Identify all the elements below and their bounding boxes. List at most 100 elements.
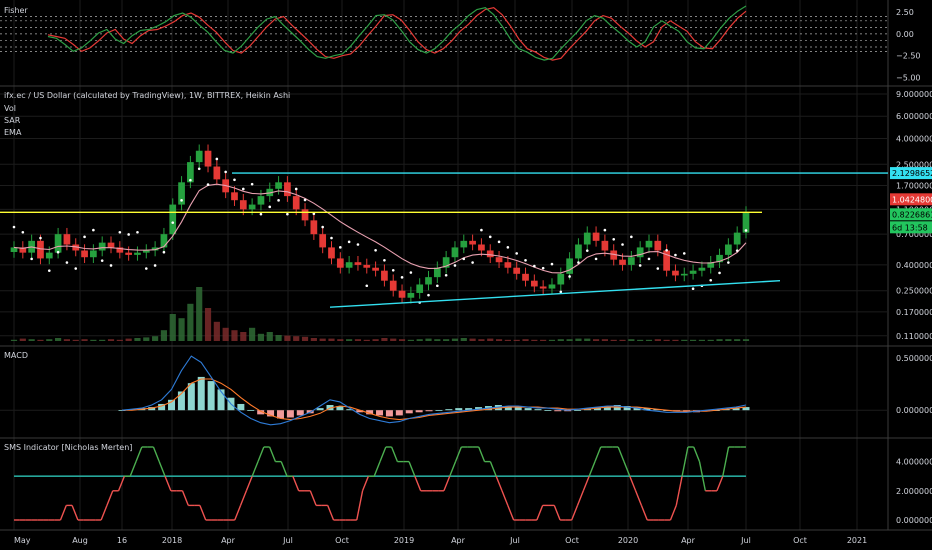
- price-badge-last-bg: [890, 193, 932, 206]
- sar-dot: [462, 257, 466, 261]
- sms-line-segment: [716, 475, 724, 492]
- sms-line-segment: [495, 475, 503, 492]
- candle-body: [566, 258, 573, 274]
- volume-bar: [134, 338, 141, 341]
- sar-dot: [189, 178, 192, 182]
- volume-bar: [478, 339, 485, 341]
- sms-line-segment: [588, 461, 596, 477]
- macd-histogram-bar: [475, 407, 483, 411]
- sar-dot: [365, 284, 369, 288]
- macd-histogram-bar: [316, 408, 324, 411]
- volume-bar: [257, 333, 265, 341]
- volume-bar: [19, 338, 26, 341]
- sar-dot: [453, 264, 457, 267]
- sms-line-segment: [681, 446, 689, 477]
- macd-histogram-bar: [217, 389, 225, 411]
- price-sub-label: Vol: [4, 104, 16, 113]
- candle-body: [575, 244, 582, 259]
- sar-dot: [506, 246, 510, 249]
- sar-dot: [312, 212, 316, 216]
- volume-bar: [416, 339, 423, 341]
- candle-body: [204, 150, 212, 167]
- fisher-tick-label: −2.50: [896, 52, 921, 61]
- price-title: ifx.ec / US Dollar (calculated by Tradin…: [4, 91, 290, 100]
- sar-dot: [339, 246, 342, 249]
- fisher-title: Fisher: [4, 6, 28, 15]
- candle-body: [284, 182, 291, 197]
- macd-histogram-bar: [187, 383, 195, 411]
- price-tick-label: 0.1100000: [896, 332, 932, 341]
- volume-bar: [469, 338, 476, 341]
- sar-dot: [144, 267, 148, 270]
- sar-dot: [250, 182, 254, 186]
- candle-body: [707, 262, 715, 268]
- candle-body: [319, 234, 327, 248]
- volume-bar: [240, 332, 247, 341]
- volume-bar: [734, 339, 741, 341]
- sar-dot: [277, 199, 280, 202]
- sar-dot: [162, 250, 166, 254]
- candle-body: [539, 286, 547, 289]
- sar-dot: [647, 257, 651, 261]
- volume-bar: [284, 335, 291, 341]
- sar-dot: [294, 187, 298, 191]
- sms-line-segment: [693, 446, 701, 462]
- sms-line-segment: [722, 446, 730, 477]
- sar-dot: [682, 252, 686, 255]
- sar-dot: [656, 267, 660, 270]
- candle-body: [478, 244, 485, 251]
- sms-line-segment: [623, 461, 631, 477]
- sms-line-segment: [675, 476, 683, 506]
- volume-bar: [681, 339, 688, 341]
- volume-bar: [301, 336, 309, 341]
- volume-bar: [196, 287, 203, 341]
- sms-line-segment: [669, 505, 677, 521]
- macd-histogram-bar: [405, 410, 413, 414]
- volume-bar: [513, 339, 520, 341]
- sms-line-segment: [489, 461, 497, 477]
- time-axis-label: 16: [117, 536, 127, 545]
- candle-body: [460, 240, 468, 248]
- sar-dot: [127, 233, 130, 236]
- volume-bar: [10, 339, 18, 341]
- macd-histogram-bar: [336, 406, 344, 411]
- volume-bar: [654, 339, 661, 341]
- candle-body: [10, 247, 18, 252]
- time-axis-label: Apr: [221, 536, 236, 545]
- candle-body: [37, 240, 44, 259]
- volume-bar: [231, 330, 238, 341]
- volume-bar: [663, 339, 670, 341]
- candle-body: [522, 273, 529, 281]
- sar-dot: [718, 271, 721, 275]
- sar-dot: [480, 228, 483, 232]
- volume-bar: [81, 339, 88, 341]
- sar-dot: [735, 249, 739, 252]
- sms-line-segment: [117, 475, 126, 492]
- sar-dot: [286, 212, 289, 216]
- sar-dot: [92, 228, 95, 232]
- sms-line-segment: [106, 490, 114, 506]
- fisher-tick-label: 0.00: [896, 30, 914, 39]
- sar-dot: [594, 257, 598, 261]
- candle-body: [645, 240, 653, 248]
- sms-line-segment: [536, 505, 544, 521]
- candle-body: [389, 280, 397, 291]
- sms-line-segment: [373, 461, 381, 477]
- sms-line-segment: [356, 490, 364, 521]
- sar-dot: [497, 240, 501, 244]
- sar-dot: [621, 243, 624, 246]
- fisher-tick-label: 2.50: [896, 8, 914, 17]
- time-axis-label: May: [14, 536, 31, 545]
- sar-dot: [409, 271, 413, 274]
- sms-line-segment: [251, 461, 259, 477]
- time-axis-label: Apr: [681, 536, 696, 545]
- sar-dot: [709, 278, 713, 282]
- sms-line-segment: [501, 490, 509, 506]
- macd-histogram-bar: [395, 410, 403, 416]
- candle-body: [416, 284, 424, 293]
